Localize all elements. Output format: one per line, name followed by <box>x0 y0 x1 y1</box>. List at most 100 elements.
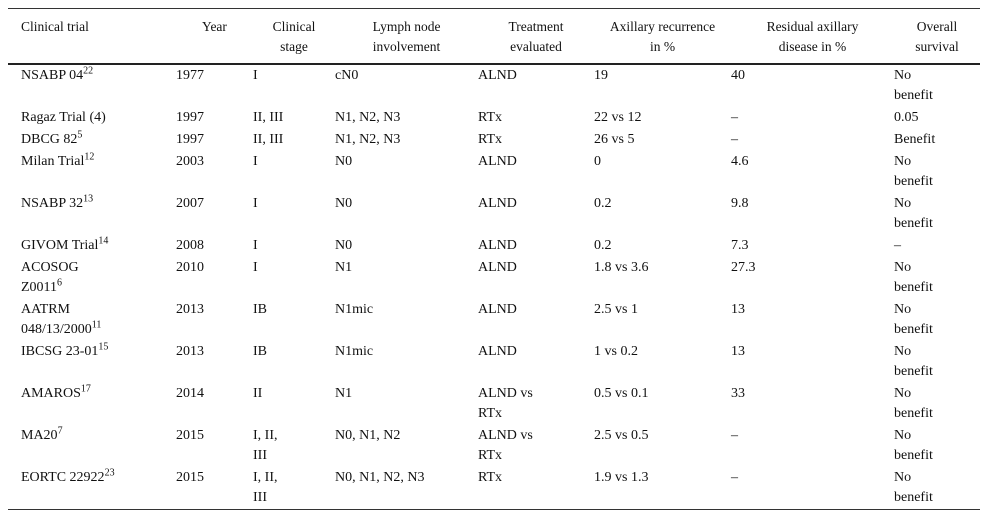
cell-text: 4.6 <box>731 154 749 169</box>
cell-text: I <box>253 260 258 275</box>
trial-cell: DBCG 825 <box>8 129 176 151</box>
reference: 11 <box>91 319 102 331</box>
cell: 22 vs 12 <box>594 107 731 129</box>
cell-text: IB <box>253 344 267 359</box>
cell: 2.5 vs 1 <box>594 299 731 341</box>
cell: N0, N1, N2 <box>335 425 478 467</box>
trial-name: AATRM 048/13/2000 <box>21 302 92 337</box>
cell: 1.9 vs 1.3 <box>594 467 731 510</box>
cell-text: 2003 <box>176 154 204 169</box>
cell-text: 7.3 <box>731 238 749 253</box>
cell: 2010 <box>176 257 253 299</box>
cell-text: RTx <box>478 110 503 125</box>
cell: 2014 <box>176 383 253 425</box>
reference: 15 <box>98 341 109 353</box>
trial-cell: IBCSG 23-0115 <box>8 341 176 383</box>
cell-text: 13 <box>731 302 745 317</box>
cell: N0 <box>335 193 478 235</box>
cell: 1997 <box>176 107 253 129</box>
cell-text: No benefit <box>894 344 933 379</box>
cell-text: No benefit <box>894 302 933 337</box>
cell-text: 26 vs 5 <box>594 132 635 147</box>
cell: 2015 <box>176 425 253 467</box>
cell: ALND <box>478 257 594 299</box>
cell: 2003 <box>176 151 253 193</box>
cell-text: 27.3 <box>731 260 756 275</box>
trial-name: MA20 <box>21 428 58 443</box>
cell-text: ALND <box>478 238 517 253</box>
cell: No benefit <box>894 151 980 193</box>
reference: 6 <box>57 277 63 289</box>
cell: – <box>731 425 894 467</box>
cell-text: No benefit <box>894 196 933 231</box>
reference: 12 <box>84 151 95 163</box>
cell-text: 1977 <box>176 68 204 83</box>
cell: No benefit <box>894 64 980 107</box>
cell: – <box>731 467 894 510</box>
reference: 22 <box>83 65 94 77</box>
cell-text: No benefit <box>894 68 933 103</box>
cell: N1, N2, N3 <box>335 107 478 129</box>
cell-text: – <box>731 470 738 485</box>
trial-wrap: Ragaz Trial (4) <box>21 108 126 128</box>
trials-table: Clinical trial Year Clinical stage Lymph no… <box>8 8 980 510</box>
cell-text: N1mic <box>335 344 374 359</box>
cell-text: II <box>253 386 263 401</box>
trial-wrap: NSABP 0422 <box>21 66 126 86</box>
header-text: Residual axillary disease in % <box>766 19 859 54</box>
trial-cell: GIVOM Trial14 <box>8 235 176 257</box>
cell-text: 2015 <box>176 428 204 443</box>
table-row: GIVOM Trial14 2008 I N0 ALND 0.2 7.3 – <box>8 235 980 257</box>
cell-text: 0.05 <box>894 110 919 125</box>
cell-text: N1, N2, N3 <box>335 132 401 147</box>
header-cell: Residual axillary disease in % <box>731 9 894 65</box>
cell: I <box>253 235 335 257</box>
trial-name: EORTC 22922 <box>21 470 105 485</box>
header-cell: Year <box>176 9 253 65</box>
cell: II, III <box>253 107 335 129</box>
cell: I, II, III <box>253 467 335 510</box>
cell: 7.3 <box>731 235 894 257</box>
cell-text: 2007 <box>176 196 204 211</box>
trial-wrap: NSABP 3213 <box>21 194 126 214</box>
cell-text: 2013 <box>176 302 204 317</box>
cell-text: 1 vs 0.2 <box>594 344 638 359</box>
cell-text: 1997 <box>176 132 204 147</box>
reference: 7 <box>57 425 63 437</box>
trial-name: IBCSG 23-01 <box>21 344 99 359</box>
cell: N1, N2, N3 <box>335 129 478 151</box>
cell-text: 13 <box>731 344 745 359</box>
cell-text: 0.2 <box>594 238 612 253</box>
trial-cell: EORTC 2292223 <box>8 467 176 510</box>
cell: 2.5 vs 0.5 <box>594 425 731 467</box>
header-text: Treatment evaluated <box>508 19 564 54</box>
table-row: MA207 2015 I, II, III N0, N1, N2 ALND vs RTx… <box>8 425 980 467</box>
table-row: Ragaz Trial (4) 1997 II, III N1, N2, N3 RTx 2… <box>8 107 980 129</box>
cell-text: No benefit <box>894 428 933 463</box>
cell-text: ALND <box>478 154 517 169</box>
cell: No benefit <box>894 467 980 510</box>
trial-name: Milan Trial <box>21 154 85 169</box>
header-cell: Axillary recurrence in % <box>594 9 731 65</box>
cell: N1 <box>335 383 478 425</box>
header-text: Clinical trial <box>21 19 89 34</box>
cell: 2013 <box>176 299 253 341</box>
trial-cell: ACOSOG Z00116 <box>8 257 176 299</box>
trial-wrap: ACOSOG Z00116 <box>21 258 111 298</box>
cell: N0, N1, N2, N3 <box>335 467 478 510</box>
header-cell: Clinical stage <box>253 9 335 65</box>
cell-text: 1997 <box>176 110 204 125</box>
cell-text: N0 <box>335 196 353 211</box>
cell-text: 0 <box>594 154 601 169</box>
cell-text: I, II, III <box>253 428 278 463</box>
cell: No benefit <box>894 257 980 299</box>
table-row: EORTC 2292223 2015 I, II, III N0, N1, N2, N… <box>8 467 980 510</box>
cell-text: II, III <box>253 110 284 125</box>
trial-name: DBCG 82 <box>21 132 78 147</box>
trial-cell: Milan Trial12 <box>8 151 176 193</box>
table-row: AATRM 048/13/200011 2013 IB N1mic ALND 2.5 vs… <box>8 299 980 341</box>
cell: ALND <box>478 341 594 383</box>
table-row: Milan Trial12 2003 I N0 ALND 0 4.6 No benefit <box>8 151 980 193</box>
cell-text: ALND <box>478 68 517 83</box>
